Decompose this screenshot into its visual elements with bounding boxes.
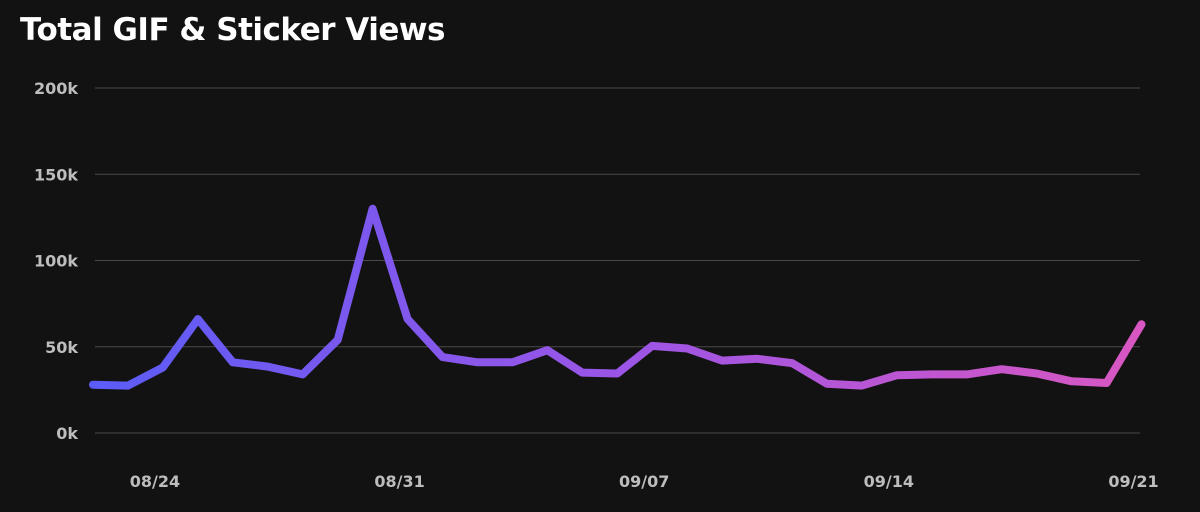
data-point [788,359,796,367]
data-point [893,371,901,379]
y-tick-label: 50k [45,338,78,357]
x-tick-label: 09/07 [619,472,669,491]
y-tick-label: 200k [34,79,78,98]
x-tick-label: 08/31 [374,472,424,491]
y-tick-label: 150k [34,165,78,184]
data-point [264,363,272,371]
data-point [823,380,831,388]
y-axis-ticks: 0k 50k 100k 150k 200k [34,79,78,443]
data-point [858,382,866,390]
data-point [89,381,97,389]
y-tick-label: 100k [34,252,78,271]
data-point [124,382,132,390]
chart-title: Total GIF & Sticker Views [20,12,445,48]
data-point [928,370,936,378]
data-point [404,315,412,323]
data-point [683,345,691,353]
data-point [998,365,1006,373]
data-point [963,370,971,378]
x-tick-label: 08/24 [130,472,180,491]
data-point [334,336,342,344]
data-point [474,358,482,366]
data-point [299,370,307,378]
data-point [648,342,656,350]
x-tick-label: 09/14 [864,472,914,491]
data-point [543,346,551,354]
data-point [753,355,761,363]
data-point [439,353,447,361]
data-point [1103,379,1111,387]
data-point [229,358,237,366]
data-point [1033,370,1041,378]
data-point [159,363,167,371]
data-point [194,315,202,323]
series-line [89,204,1146,390]
x-axis-ticks: 08/24 08/31 09/07 09/14 09/21 [130,472,1159,491]
data-point [613,370,621,378]
data-point [508,358,516,366]
series-layer [89,204,1146,390]
data-point [369,205,377,213]
grid-lines [95,87,1140,434]
y-tick-label: 0k [56,424,78,443]
data-point [1138,320,1146,328]
data-point [718,357,726,365]
data-point [578,369,586,377]
data-point [1068,377,1076,385]
x-tick-label: 09/21 [1108,472,1158,491]
